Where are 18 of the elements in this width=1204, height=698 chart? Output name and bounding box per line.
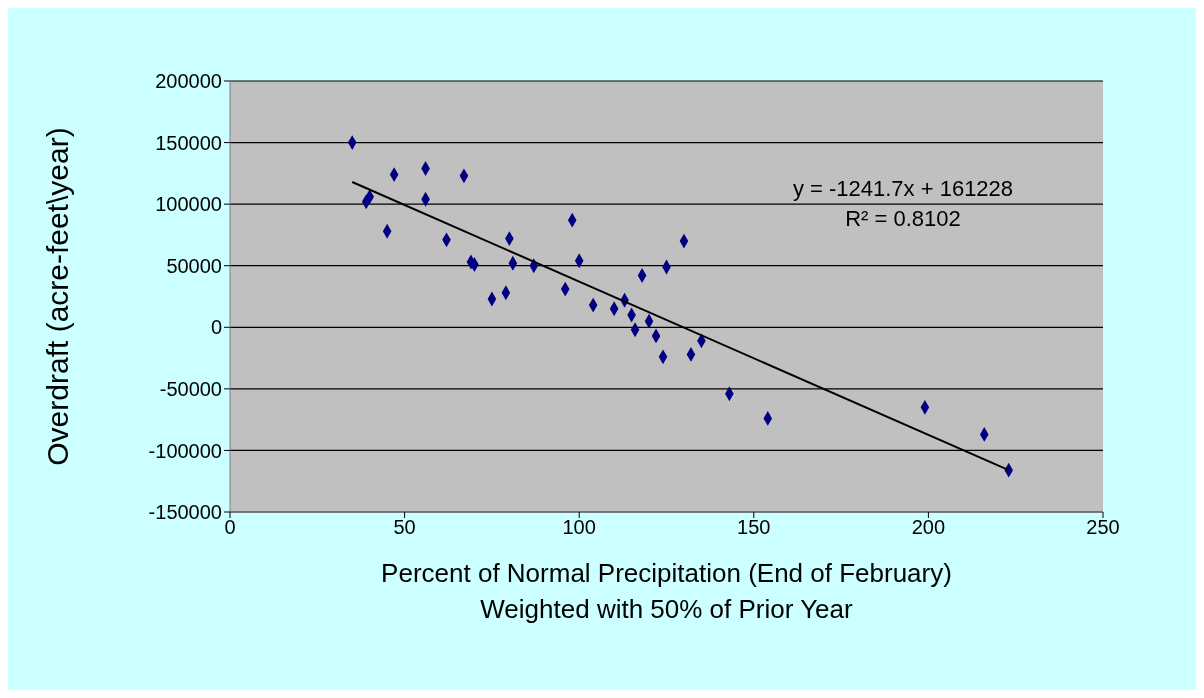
- y-tick-label: 150000: [155, 131, 222, 154]
- y-tick-label: 100000: [155, 193, 222, 216]
- annotation: y = -1241.7x + 161228: [791, 176, 1015, 202]
- y-tick-label: 200000: [155, 70, 222, 93]
- y-tick-label: -150000: [148, 501, 222, 524]
- annotation: R² = 0.8102: [844, 206, 962, 232]
- x-tick-label: 250: [1086, 516, 1120, 539]
- x-tick-label: 0: [224, 516, 236, 539]
- x-axis-title: Percent of Normal Precipitation (End of February) Weighted with 50% of Prior Year: [381, 558, 952, 624]
- x-tick-label: 100: [562, 516, 596, 539]
- y-axis-title: Overdraft (acre-feet\year): [41, 127, 74, 466]
- y-tick-label: 0: [210, 316, 222, 339]
- x-tick-label: 150: [737, 516, 771, 539]
- y-tick-label: 50000: [166, 254, 222, 277]
- y-tick-label: -50000: [159, 377, 222, 400]
- x-tick-label: 200: [911, 516, 946, 539]
- x-tick-label: 50: [393, 516, 416, 539]
- y-tick-label: -100000: [148, 439, 222, 462]
